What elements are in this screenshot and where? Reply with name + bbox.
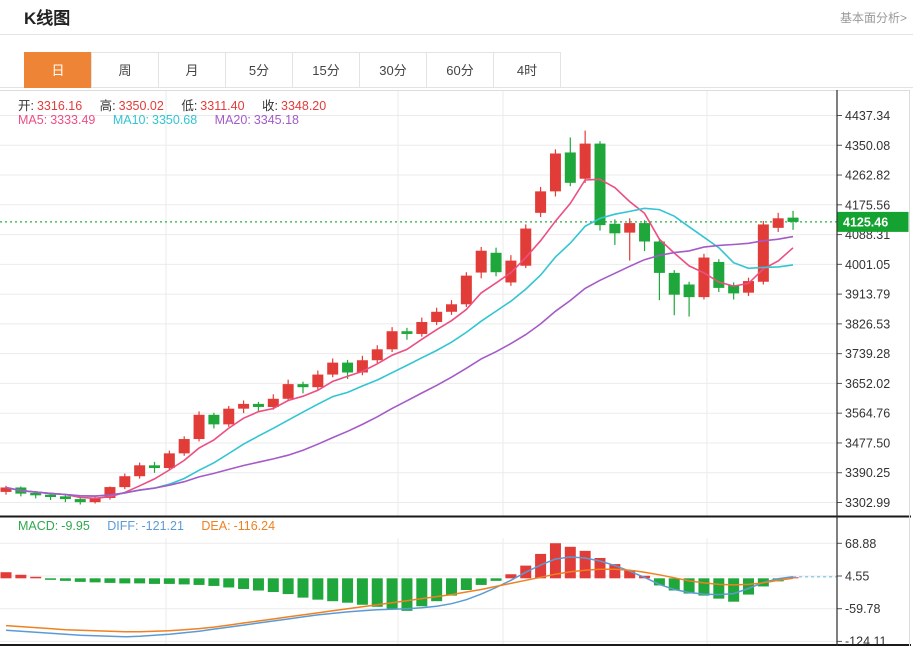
tab-period-0[interactable]: 日 — [24, 52, 92, 88]
svg-text:3477.50: 3477.50 — [845, 436, 890, 450]
svg-text:4001.05: 4001.05 — [845, 258, 890, 272]
svg-text:4.55: 4.55 — [845, 570, 869, 584]
fundamental-analysis-link[interactable]: 基本面分析> — [839, 11, 907, 25]
svg-text:3564.76: 3564.76 — [845, 407, 890, 421]
svg-text:3826.53: 3826.53 — [845, 317, 890, 331]
chart-area: 4437.34 4350.08 4262.82 4175.56 4088.31 4001.… — [0, 90, 913, 647]
svg-text:4350.08: 4350.08 — [845, 139, 890, 153]
macd-panel — [0, 538, 837, 644]
main-chart — [0, 90, 837, 517]
ma20-line — [5, 235, 794, 497]
tab-period-4[interactable]: 15分 — [292, 52, 360, 88]
last-price-tag: 4125.46 — [837, 211, 909, 232]
svg-text:3390.25: 3390.25 — [845, 466, 890, 480]
svg-text:4125.46: 4125.46 — [843, 215, 888, 229]
svg-text:3652.02: 3652.02 — [845, 377, 890, 391]
ma5-line — [5, 178, 794, 500]
tab-period-5[interactable]: 30分 — [359, 52, 427, 88]
svg-text:4175.56: 4175.56 — [845, 198, 890, 212]
tab-period-3[interactable]: 5分 — [225, 52, 293, 88]
tab-period-7[interactable]: 4时 — [493, 52, 561, 88]
kline-chart-canvas[interactable]: 4437.344350.084262.824175.564088.314001.… — [0, 90, 913, 647]
svg-text:3913.79: 3913.79 — [845, 288, 890, 302]
panel-divider — [0, 515, 911, 518]
svg-text:-124.11: -124.11 — [845, 635, 887, 647]
tab-period-1[interactable]: 周 — [91, 52, 159, 88]
price-axis: 4437.344350.084262.824175.564088.314001.… — [837, 109, 890, 647]
dea-line — [5, 568, 794, 633]
diff-line — [5, 556, 794, 638]
tab-period-2[interactable]: 月 — [158, 52, 226, 88]
svg-text:3739.28: 3739.28 — [845, 347, 890, 361]
bottom-border — [0, 644, 911, 646]
svg-text:4437.34: 4437.34 — [845, 109, 890, 123]
tab-period-6[interactable]: 60分 — [426, 52, 494, 88]
svg-text:3302.99: 3302.99 — [845, 496, 890, 510]
page-title: K线图 — [24, 9, 71, 28]
title-divider — [0, 34, 913, 35]
svg-text:68.88: 68.88 — [845, 537, 876, 551]
svg-text:-59.78: -59.78 — [845, 602, 880, 616]
svg-text:4262.82: 4262.82 — [845, 169, 890, 183]
period-tabs: 日周月 5分 15分 30分 60分 4时 — [0, 52, 913, 88]
